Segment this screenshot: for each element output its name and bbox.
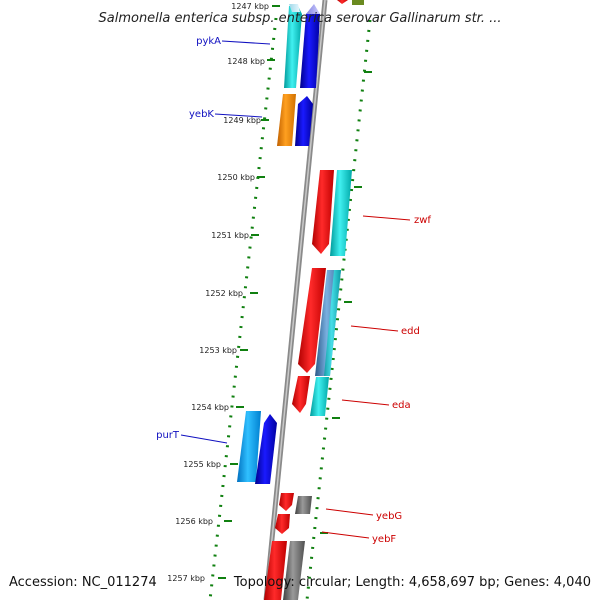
reverse-strand-features bbox=[237, 4, 320, 484]
cds-eda bbox=[310, 377, 329, 416]
gene-label-yebG: yebG bbox=[376, 511, 402, 522]
tick-label: 1252 kbp bbox=[205, 289, 243, 298]
gene-label-purT: purT bbox=[156, 430, 180, 441]
top-partial-features bbox=[337, 0, 364, 5]
gene-label-zwf: zwf bbox=[414, 215, 431, 226]
cds-edd-red bbox=[298, 268, 326, 373]
gene-label-eda: eda bbox=[392, 400, 411, 411]
accession-label: Accession: NC_011274 bbox=[9, 575, 157, 590]
tick-label: 1248 kbp bbox=[227, 57, 265, 66]
tick-label: 1257 kbp bbox=[167, 574, 205, 583]
backbone bbox=[263, 0, 328, 600]
genome-summary: Topology: circular; Length: 4,658,697 bp… bbox=[233, 575, 591, 590]
gene-label-yebK: yebK bbox=[189, 109, 214, 120]
gene-label-edd: edd bbox=[401, 326, 420, 337]
cds-zwf bbox=[330, 170, 352, 256]
tick-label: 1251 kbp bbox=[211, 231, 249, 240]
cds-zwf-red bbox=[312, 170, 334, 254]
gene-labels: pykA yebK zwf edd eda purT yebG yebF bbox=[156, 36, 431, 545]
tick-label: 1253 kbp bbox=[199, 346, 237, 355]
dotted-guides bbox=[208, 17, 372, 600]
tick-label: 1247 kbp bbox=[231, 2, 269, 11]
gene-label-yebF: yebF bbox=[372, 534, 396, 545]
cds-near-pykA bbox=[300, 6, 320, 88]
tick-labels: 1247 kbp 1248 kbp 1249 kbp 1250 kbp 1251… bbox=[167, 2, 269, 583]
map-title: Salmonella enterica subsp. enterica sero… bbox=[99, 11, 502, 26]
cds-yebG-red bbox=[279, 493, 294, 511]
tick-label: 1254 kbp bbox=[191, 403, 229, 412]
cds-near-yebK bbox=[295, 96, 313, 146]
cds-purT bbox=[237, 411, 261, 482]
tick-label: 1250 kbp bbox=[217, 173, 255, 182]
cds-yebK bbox=[277, 94, 296, 146]
cds-near-purT bbox=[255, 414, 277, 484]
gene-label-pykA: pykA bbox=[196, 36, 221, 47]
cds-eda-red bbox=[292, 376, 310, 413]
cds-yebF bbox=[275, 514, 290, 534]
cds-pykA bbox=[284, 6, 302, 88]
tick-label: 1249 kbp bbox=[223, 116, 261, 125]
tick-marks bbox=[218, 5, 372, 579]
cds-yebG bbox=[295, 496, 312, 514]
tick-label: 1255 kbp bbox=[183, 460, 221, 469]
label-leaders bbox=[180, 40, 411, 539]
forward-strand-features bbox=[264, 170, 352, 600]
tick-label: 1256 kbp bbox=[175, 517, 213, 526]
cds-bottom-gray bbox=[283, 541, 305, 600]
cds-bottom-red bbox=[264, 541, 287, 600]
